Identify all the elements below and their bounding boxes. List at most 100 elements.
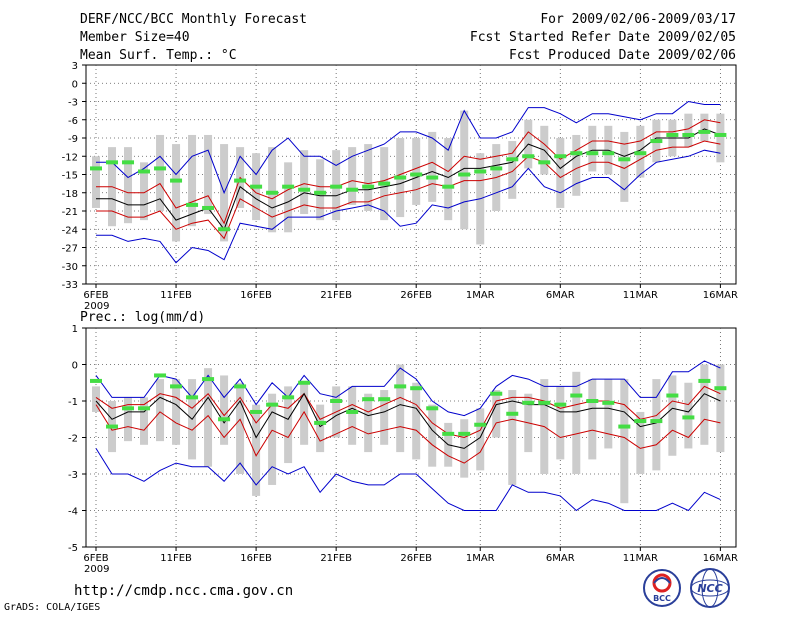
x-tick-label: 6FEB [83, 290, 108, 301]
observed-mark [442, 431, 455, 436]
spread-box [716, 364, 725, 453]
upper-line [95, 385, 721, 439]
spread-box [380, 390, 389, 445]
observed-mark [282, 184, 295, 189]
observed-mark [602, 151, 615, 156]
grads-credit: GrADS: COLA/IGES [4, 602, 101, 613]
observed-mark [218, 227, 231, 232]
forecast-period: For 2009/02/06-2009/03/17 [540, 12, 736, 27]
observed-mark [266, 190, 279, 195]
x-tick-label: 1MAR [466, 290, 495, 301]
source-url[interactable]: http://cmdp.ncc.cma.gov.cn [74, 583, 294, 599]
spread-box [428, 131, 437, 202]
observed-mark [554, 154, 567, 159]
observed-mark [682, 415, 695, 420]
spread-box [204, 134, 213, 215]
observed-mark [474, 169, 487, 174]
max-line [95, 360, 721, 417]
spread-box [156, 379, 165, 442]
y-tick-label: -18 [62, 189, 78, 200]
observed-mark [522, 154, 535, 159]
spread-box [204, 368, 213, 467]
spread-box [364, 144, 373, 211]
observed-mark [490, 391, 503, 396]
observed-mark [106, 424, 119, 429]
y-tick-label: -6 [68, 116, 78, 127]
ncc-logo-icon: NCC [690, 568, 730, 608]
year-label: 2009 [84, 564, 109, 575]
x-tick-label: 1MAR [466, 553, 495, 564]
spread-box [492, 390, 501, 438]
observed-mark [90, 378, 102, 383]
observed-mark [170, 384, 183, 389]
spread-box [412, 382, 421, 460]
spread-box [668, 375, 677, 456]
observed-mark [490, 166, 503, 171]
spread-box [604, 379, 613, 449]
x-tick-label: 21FEB [320, 553, 352, 564]
observed-mark [554, 402, 567, 407]
y-tick-label: -33 [62, 280, 78, 291]
observed-mark [250, 184, 263, 189]
observed-mark [458, 172, 471, 177]
spread-box [300, 150, 309, 215]
y-tick-label: -3 [68, 470, 78, 481]
observed-mark [506, 157, 519, 162]
lower-line [96, 140, 721, 240]
spread-box [700, 364, 709, 445]
y-tick-label: 0 [72, 361, 78, 372]
x-tick-label: 16MAR [703, 553, 738, 564]
temp-panel-label: Mean Surf. Temp.: °C [80, 48, 237, 63]
spread-box [300, 382, 309, 445]
y-tick-label: 0 [72, 79, 78, 90]
observed-mark [106, 160, 119, 165]
y-tick-label: -12 [62, 152, 78, 163]
x-tick-label: 16FEB [240, 290, 272, 301]
spread-box [620, 131, 629, 202]
observed-mark [298, 380, 311, 385]
spread-box [172, 144, 181, 242]
fcst-produced-date: Fcst Produced Date 2009/02/06 [509, 48, 736, 63]
observed-mark [698, 378, 711, 383]
spread-box [268, 147, 277, 233]
spread-box [396, 364, 405, 453]
observed-mark [666, 393, 679, 398]
observed-mark [378, 397, 391, 402]
observed-mark [698, 129, 711, 134]
spread-box [412, 138, 421, 205]
observed-mark [138, 169, 151, 174]
observed-mark [538, 400, 551, 405]
observed-mark [282, 395, 295, 400]
y-tick-label: -21 [62, 207, 78, 218]
spread-box [364, 393, 373, 453]
spread-box [124, 397, 133, 442]
spread-box [716, 113, 725, 163]
observed-mark [666, 132, 679, 137]
spread-box [428, 404, 437, 467]
y-tick-label: -2 [68, 434, 78, 445]
spread-box [188, 134, 197, 227]
spread-box [284, 386, 293, 464]
bcc-logo-text: BCC [653, 594, 671, 603]
observed-mark [186, 395, 199, 400]
observed-mark [346, 187, 359, 192]
observed-mark [570, 393, 583, 398]
observed-mark [90, 166, 102, 171]
x-tick-label: 11FEB [160, 290, 192, 301]
x-tick-label: 26FEB [400, 553, 432, 564]
observed-mark [218, 417, 231, 422]
observed-mark [474, 422, 487, 427]
x-tick-label: 6FEB [83, 553, 108, 564]
x-tick-label: 11MAR [623, 553, 658, 564]
observed-mark [602, 400, 615, 405]
observed-mark [154, 166, 167, 171]
y-tick-label: -4 [68, 507, 78, 518]
spread-box [444, 138, 453, 221]
observed-mark [330, 184, 343, 189]
spread-box [556, 138, 565, 208]
observed-mark [234, 384, 247, 389]
spread-box [636, 411, 645, 474]
spread-box [284, 162, 293, 233]
observed-mark [634, 419, 647, 424]
